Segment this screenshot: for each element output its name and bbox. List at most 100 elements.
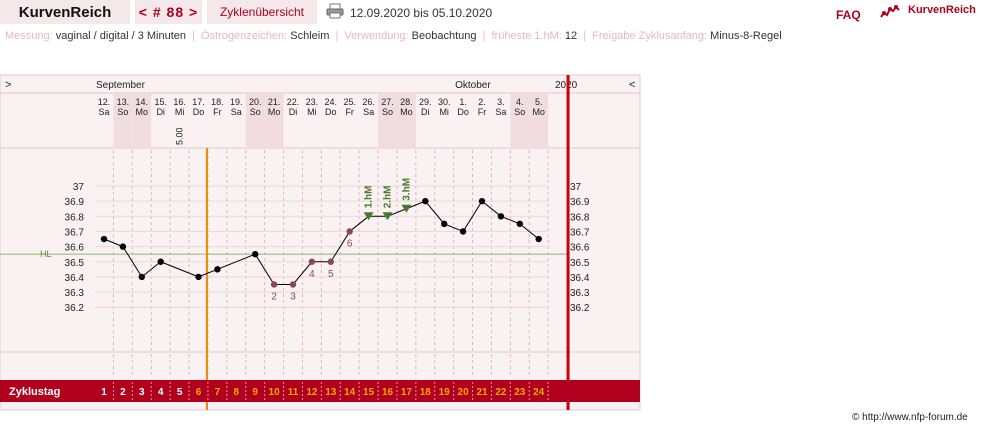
temp-point	[516, 220, 523, 228]
cycle-day-number: 2	[120, 387, 126, 398]
temp-line-segment	[349, 215, 369, 232]
weekday-label: Fr	[213, 107, 222, 117]
high-temp-label: 1.hM	[364, 186, 375, 209]
copyright: © http://www.nfp-forum.de	[852, 412, 968, 423]
weekday-label: Mi	[175, 107, 185, 117]
temp-point	[459, 228, 467, 235]
printer-icon[interactable]	[326, 3, 344, 19]
temp-point	[346, 228, 353, 235]
cycle-nav[interactable]: < # 88 >	[135, 0, 202, 24]
date-label: 16.	[173, 97, 186, 107]
weekday-label: So	[514, 107, 525, 117]
temp-line-segment	[330, 231, 351, 263]
y-tick-label-left: 36.7	[65, 227, 85, 238]
info-bar: Messung: vaginal / digital / 3 Minuten |…	[5, 30, 782, 42]
temp-point	[214, 266, 221, 273]
nav-left-arrow[interactable]: >	[5, 79, 11, 91]
cycle-day-number: 9	[252, 387, 258, 398]
weekday-label: Do	[457, 107, 469, 117]
cycle-day-number: 18	[420, 387, 432, 398]
weekday-label: Sa	[495, 107, 506, 117]
temp-point	[119, 243, 127, 250]
high-temp-label: 2.hM	[383, 186, 394, 209]
temp-line-segment	[141, 261, 162, 278]
date-label: 20.	[249, 97, 262, 107]
weekday-label: Fr	[478, 107, 487, 117]
temp-point	[100, 235, 108, 243]
temp-point	[195, 273, 202, 281]
faq-link[interactable]: FAQ	[836, 8, 861, 22]
logo-text[interactable]: KurvenReich	[908, 4, 976, 16]
cycle-day-number: 3	[139, 387, 145, 398]
cycle-day-number: 6	[196, 387, 202, 398]
temp-point	[157, 258, 164, 265]
weekday-label: Sa	[231, 107, 242, 117]
cycle-day-number: 4	[158, 387, 164, 398]
y-tick-label-right: 36.4	[570, 273, 590, 284]
nav-right-arrow[interactable]: <	[629, 79, 635, 91]
cycle-overview-tab[interactable]: Zyklenübersicht	[207, 0, 317, 24]
date-label: 1.	[459, 97, 467, 107]
cycle-day-number: 13	[325, 387, 337, 398]
temp-point	[270, 281, 278, 288]
date-label: 22.	[287, 97, 300, 107]
temp-point	[308, 258, 316, 265]
high-temp-marker	[363, 212, 374, 221]
y-tick-label-right: 36.6	[570, 243, 590, 254]
weekday-label: Mo	[400, 107, 413, 117]
weekend-shade	[264, 94, 284, 148]
weekday-label: Mi	[307, 107, 317, 117]
cycle-day-number: 19	[439, 387, 451, 398]
weekday-label: Fr	[345, 107, 354, 117]
date-label: 3.	[497, 97, 505, 107]
temp-point	[478, 197, 486, 205]
cycle-day-number: 8	[234, 387, 240, 398]
weekday-label: Di	[156, 107, 165, 117]
cycle-day-band	[0, 380, 640, 402]
month-label: September	[96, 80, 146, 91]
weekend-shade	[510, 94, 530, 148]
cycle-day-number: 14	[344, 387, 356, 398]
cycle-day-number: 10	[269, 387, 281, 398]
y-tick-label-left: 37	[73, 182, 85, 193]
temp-line-segment	[160, 261, 199, 278]
date-range: 12.09.2020 bis 05.10.2020	[350, 6, 493, 20]
temp-line-segment	[254, 253, 275, 285]
weekday-label: Sa	[98, 107, 109, 117]
weekday-label: So	[382, 107, 393, 117]
date-label: 2.	[478, 97, 486, 107]
y-tick-label-right: 36.2	[570, 303, 590, 314]
weekday-label: Do	[193, 107, 205, 117]
temp-point	[138, 273, 145, 281]
date-label: 13.	[117, 97, 130, 107]
y-tick-label-left: 36.3	[65, 288, 85, 299]
weekday-label: Mo	[532, 107, 545, 117]
temp-point	[252, 250, 259, 258]
temp-line-segment	[103, 238, 124, 248]
y-tick-label-right: 36.7	[570, 227, 590, 238]
date-label: 21.	[268, 97, 281, 107]
low-temp-label: 5	[328, 269, 334, 280]
info-label-earliest: früheste 1.hM:	[491, 30, 562, 42]
info-value-release: Minus-8-Regel	[710, 30, 782, 42]
date-label: 5.	[535, 97, 543, 107]
info-label-usage: Verwendung:	[344, 30, 409, 42]
weekday-label: Mo	[268, 107, 281, 117]
brand-tab[interactable]: KurvenReich	[0, 0, 130, 24]
cycle-day-number: 1	[101, 387, 107, 398]
temp-point	[289, 281, 297, 288]
temp-line-segment	[122, 246, 143, 278]
date-label: 12.	[98, 97, 111, 107]
cycle-day-number: 16	[382, 387, 394, 398]
temp-line-segment	[292, 261, 313, 285]
info-label-measurement: Messung:	[5, 30, 53, 42]
date-label: 19.	[230, 97, 243, 107]
weekend-shade	[529, 94, 549, 148]
weekday-label: Mo	[136, 107, 149, 117]
date-label: 18.	[211, 97, 224, 107]
y-tick-label-left: 36.4	[65, 273, 85, 284]
logo-icon[interactable]	[880, 4, 902, 20]
date-label: 4.	[516, 97, 524, 107]
cycle-day-number: 5	[177, 387, 183, 398]
